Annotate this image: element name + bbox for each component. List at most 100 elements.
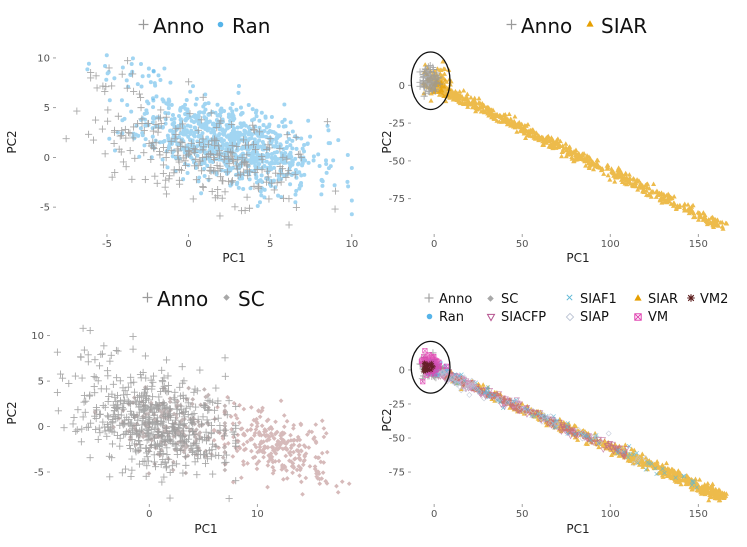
data-point	[79, 324, 88, 333]
data-point	[198, 110, 203, 115]
data-point	[154, 392, 163, 401]
data-point	[112, 76, 117, 81]
x-tick-label: 10	[345, 239, 358, 250]
legend-marker-anno	[142, 292, 153, 303]
data-point	[129, 61, 134, 66]
data-point	[241, 406, 247, 412]
data-point	[259, 110, 264, 115]
data-point	[267, 128, 272, 133]
data-point	[86, 326, 95, 335]
data-point	[76, 352, 85, 361]
data-point	[118, 468, 127, 477]
data-point	[167, 144, 172, 149]
data-point	[308, 134, 313, 139]
series-siar-points	[428, 77, 730, 231]
data-point	[213, 146, 218, 151]
data-point	[207, 126, 212, 131]
data-point	[142, 461, 151, 470]
data-point	[120, 65, 125, 70]
y-tick-label: -75	[389, 468, 405, 479]
data-point	[178, 469, 187, 478]
data-point	[267, 122, 272, 127]
data-point	[148, 392, 157, 401]
data-point	[284, 194, 293, 203]
legend-marker-anno	[506, 19, 517, 30]
data-point	[141, 351, 150, 360]
y-axis-label: PC2	[5, 401, 19, 424]
data-point	[506, 111, 512, 117]
data-point	[139, 148, 148, 157]
x-tick-label: 0	[431, 239, 437, 250]
data-point	[126, 146, 135, 155]
data-point	[181, 461, 190, 470]
data-point	[230, 202, 239, 211]
panel-4: Anno Ran SC SIACFP SIAF1 SIAP SIAR VM VM…	[380, 292, 729, 536]
data-point	[71, 372, 80, 381]
data-point	[292, 203, 301, 212]
data-point	[203, 415, 212, 424]
data-point	[146, 66, 151, 71]
legend-3: Anno SC	[142, 287, 265, 311]
data-point	[230, 454, 236, 459]
data-point	[139, 84, 144, 89]
y-tick-label: -5	[34, 468, 44, 479]
data-point	[423, 363, 430, 370]
data-point	[164, 174, 173, 183]
data-point	[73, 405, 82, 414]
data-point	[115, 442, 124, 451]
data-point	[98, 125, 107, 134]
data-point	[136, 93, 145, 102]
data-point	[260, 159, 265, 164]
data-point	[321, 426, 327, 431]
data-point	[605, 430, 612, 437]
data-point	[127, 175, 136, 184]
x-tick-label: 150	[689, 239, 708, 250]
data-point	[300, 491, 305, 497]
data-point	[559, 153, 565, 159]
data-point	[104, 53, 109, 58]
data-point	[143, 123, 148, 128]
data-point	[225, 441, 231, 446]
data-point	[257, 414, 263, 420]
series-anno-points	[76, 324, 138, 366]
data-point	[188, 89, 193, 94]
data-point	[161, 183, 170, 192]
x-axis-label: PC1	[566, 522, 589, 536]
data-point	[276, 193, 281, 198]
legend-label-siar: SIAR	[601, 14, 647, 38]
data-point	[237, 137, 242, 142]
data-point	[135, 391, 144, 400]
legend-4: Anno Ran SC SIACFP SIAF1 SIAP SIAR VM VM…	[424, 292, 728, 325]
data-point	[64, 379, 73, 388]
data-point	[605, 162, 611, 168]
data-point	[211, 134, 217, 139]
data-point	[166, 494, 175, 503]
data-point	[161, 176, 170, 185]
data-point	[168, 80, 173, 85]
data-point	[123, 84, 132, 93]
x-tick-label: -5	[102, 239, 112, 250]
data-point	[125, 441, 134, 450]
y-axis-label: PC2	[380, 130, 394, 153]
data-point	[230, 101, 235, 106]
data-point	[282, 117, 287, 122]
data-point	[202, 102, 207, 107]
data-point	[265, 154, 270, 159]
data-point	[268, 164, 273, 169]
data-point	[257, 118, 262, 123]
data-point	[159, 473, 168, 482]
legend-marker-vm2	[686, 293, 696, 303]
data-point	[323, 117, 332, 126]
data-point	[290, 162, 295, 167]
data-point	[209, 130, 214, 135]
data-point	[324, 170, 329, 175]
data-point	[163, 117, 168, 122]
data-point	[422, 348, 428, 354]
data-point	[126, 373, 135, 382]
data-point	[248, 186, 253, 191]
x-tick-label: 100	[601, 509, 620, 520]
data-point	[151, 98, 156, 103]
data-point	[192, 125, 197, 130]
data-point	[186, 385, 191, 391]
